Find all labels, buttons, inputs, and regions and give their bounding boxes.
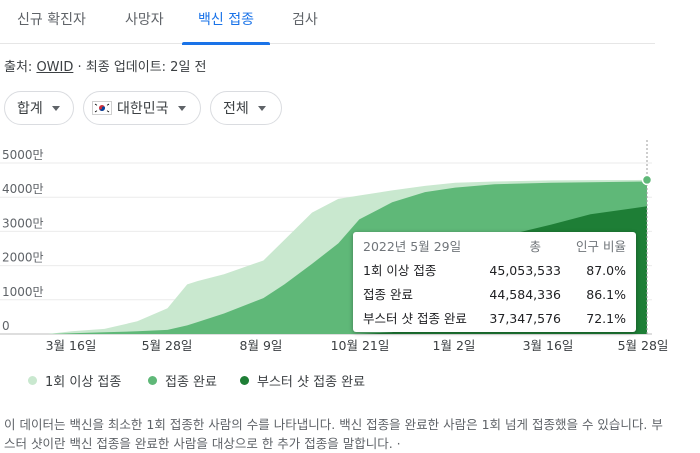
x-tick-label: 3월 16일 bbox=[46, 338, 97, 353]
population-dropdown-label: 전체 bbox=[223, 101, 249, 117]
tooltip-date: 2022년 5월 29일 bbox=[363, 239, 462, 254]
last-updated: · 최종 업데이트: 2일 전 bbox=[73, 60, 207, 75]
x-tick-label: 8월 9일 bbox=[240, 338, 283, 353]
source-prefix: 출처: bbox=[4, 60, 37, 75]
x-tick-label: 10월 21일 bbox=[331, 338, 390, 353]
tooltip-row-ratio: 86.1% bbox=[586, 287, 626, 302]
tab-bar: 신규 확진자 사망자 백신 접종 검사 bbox=[0, 0, 655, 45]
y-tick-label: 3000만 bbox=[2, 216, 44, 230]
legend-item-booster: 부스터 샷 접종 완료 bbox=[240, 371, 365, 390]
legend-swatch bbox=[240, 376, 249, 385]
tab-tests[interactable]: 검사 bbox=[292, 12, 318, 28]
chevron-down-icon bbox=[257, 106, 266, 111]
x-tick-label: 5월 28일 bbox=[142, 338, 193, 353]
chevron-down-icon bbox=[51, 106, 60, 111]
y-tick-label: 2000만 bbox=[2, 251, 44, 265]
legend-swatch bbox=[148, 376, 157, 385]
measure-dropdown[interactable]: 합계 bbox=[4, 91, 74, 125]
legend-swatch bbox=[28, 376, 37, 385]
tooltip-row-label: 부스터 샷 접종 완료 bbox=[363, 311, 467, 326]
legend-label: 부스터 샷 접종 완료 bbox=[257, 375, 366, 390]
x-tick-label: 3월 16일 bbox=[523, 338, 574, 353]
tooltip-row-ratio: 72.1% bbox=[586, 311, 626, 326]
tooltip-row-label: 접종 완료 bbox=[363, 287, 413, 302]
source-line: 출처: OWID · 최종 업데이트: 2일 전 bbox=[4, 56, 207, 75]
y-tick-label: 4000만 bbox=[2, 182, 44, 196]
south-korea-flag-icon bbox=[92, 101, 112, 115]
chart-tooltip: 2022년 5월 29일 총 인구 비율 1회 이상 접종 45,053,533… bbox=[353, 232, 636, 332]
tab-vaccinations[interactable]: 백신 접종 bbox=[182, 0, 270, 45]
tooltip-total-header: 총 bbox=[529, 239, 541, 254]
tooltip-row-label: 1회 이상 접종 bbox=[363, 263, 437, 278]
tooltip-ratio-header: 인구 비율 bbox=[576, 239, 626, 254]
tooltip-row-total: 45,053,533 bbox=[489, 263, 561, 278]
tooltip-header: 2022년 5월 29일 총 인구 비율 bbox=[353, 234, 636, 259]
tooltip-row: 부스터 샷 접종 완료 37,347,576 72.1% bbox=[353, 306, 636, 331]
tooltip-row-ratio: 87.0% bbox=[586, 263, 626, 278]
legend-item-fully-vaccinated: 접종 완료 bbox=[148, 371, 217, 390]
hover-point bbox=[641, 174, 653, 186]
tooltip-row: 1회 이상 접종 45,053,533 87.0% bbox=[353, 258, 636, 283]
country-dropdown-label: 대한민국 bbox=[117, 101, 169, 117]
population-dropdown[interactable]: 전체 bbox=[210, 91, 282, 125]
y-tick-label: 5000만 bbox=[2, 148, 44, 162]
hover-indicator bbox=[641, 140, 653, 334]
x-tick-label: 1월 2일 bbox=[433, 338, 476, 353]
x-tick-label: 5월 28일 bbox=[618, 338, 669, 353]
legend-label: 1회 이상 접종 bbox=[45, 375, 122, 390]
chevron-down-icon bbox=[177, 106, 186, 111]
y-tick-label: 0 bbox=[2, 319, 10, 333]
tooltip-row-total: 37,347,576 bbox=[489, 311, 561, 326]
x-axis: 3월 16일 5월 28일 8월 9일 10월 21일 1월 2일 3월 16일 5월 28… bbox=[46, 338, 669, 353]
tab-new-cases[interactable]: 신규 확진자 bbox=[17, 12, 86, 28]
tooltip-row: 접종 완료 44,584,336 86.1% bbox=[353, 282, 636, 307]
y-tick-label: 1000만 bbox=[2, 285, 44, 299]
country-dropdown[interactable]: 대한민국 bbox=[83, 91, 201, 125]
y-axis: 0 1000만 2000만 3000만 4000만 5000만 bbox=[2, 148, 44, 333]
tooltip-row-total: 44,584,336 bbox=[489, 287, 561, 302]
legend-label: 접종 완료 bbox=[165, 375, 217, 390]
measure-dropdown-label: 합계 bbox=[17, 101, 43, 117]
legend-item-first-dose: 1회 이상 접종 bbox=[28, 371, 121, 390]
tab-deaths[interactable]: 사망자 bbox=[125, 12, 164, 28]
data-note: 이 데이터는 백신을 최소한 1회 접종한 사람의 수를 나타냅니다. 백신 접… bbox=[4, 417, 663, 451]
source-link[interactable]: OWID bbox=[36, 60, 74, 75]
